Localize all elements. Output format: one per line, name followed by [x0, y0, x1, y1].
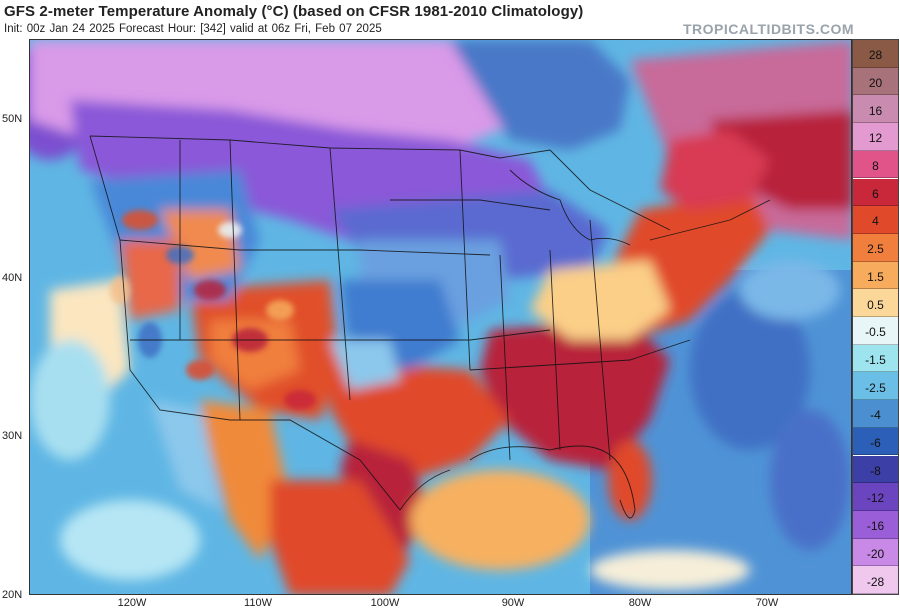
colorbar-swatch	[853, 206, 898, 234]
colorbar-label: 0.5	[867, 297, 884, 312]
colorbar-label: -1.5	[865, 352, 886, 367]
colorbar-swatch	[853, 566, 898, 594]
lon-label-110w: 110W	[244, 597, 272, 609]
map-title: GFS 2-meter Temperature Anomaly (°C) (ba…	[4, 3, 584, 20]
colorbar-swatch	[853, 67, 898, 96]
site-watermark: TROPICALTIDBITS.COM	[682, 21, 854, 37]
lon-label-120w: 120W	[117, 597, 147, 609]
colorbar-swatch	[853, 510, 898, 539]
colorbar-label: 1.5	[867, 269, 884, 284]
colorbar-label: -2.5	[865, 380, 886, 395]
colorbar-swatch	[853, 427, 898, 456]
lon-label-80w: 80W	[628, 597, 652, 609]
colorbar-swatch	[853, 400, 898, 428]
lon-label-100w: 100W	[370, 597, 400, 609]
colorbar-swatch	[853, 344, 898, 373]
colorbar-label: -12	[866, 491, 885, 506]
colorbar-swatch	[853, 538, 898, 567]
colorbar-swatch	[853, 317, 898, 345]
colorbar-label: 2.5	[867, 242, 884, 257]
colorbar-label: -8	[870, 463, 881, 478]
colorbar-label: 12	[868, 131, 883, 146]
colorbar-label: 4	[872, 214, 879, 229]
colorbar-swatch	[853, 261, 898, 290]
lat-label-40n: 40N	[2, 272, 23, 284]
map-subtitle: Init: 00z Jan 24 2025 Forecast Hour: [34…	[4, 23, 382, 35]
lat-label-20n: 20N	[2, 589, 23, 601]
colorbar-label: -4	[870, 408, 881, 423]
anomaly-map-graphic	[30, 40, 851, 594]
colorbar-swatch	[853, 372, 898, 401]
colorbar-label: -0.5	[865, 325, 886, 340]
colorbar-label: -28	[866, 574, 885, 589]
colorbar-legend: 28 20 16 12 8 6 4 2.5 1.5 0.5 -0.5 -1.5 -2.5 -4 -6 -8 -1…	[852, 39, 899, 595]
lat-label-50n: 50N	[2, 113, 23, 125]
colorbar-label: 6	[872, 186, 879, 201]
lon-label-70w: 70W	[755, 597, 779, 609]
lon-label-90w: 90W	[501, 597, 525, 609]
colorbar-swatch	[853, 483, 898, 511]
colorbar-swatch	[853, 289, 898, 317]
colorbar-label: 8	[872, 159, 879, 174]
anomaly-map	[29, 39, 852, 595]
colorbar-label: 20	[868, 75, 883, 90]
colorbar-swatch	[853, 95, 898, 124]
colorbar-swatch	[853, 233, 898, 262]
colorbar-label: -6	[870, 436, 881, 451]
colorbar-label: -16	[866, 519, 885, 534]
colorbar-swatch	[853, 150, 898, 179]
colorbar-swatch	[853, 123, 898, 151]
colorbar-label: 16	[868, 103, 883, 118]
lat-label-30n: 30N	[2, 430, 23, 442]
colorbar-swatch	[853, 455, 898, 484]
colorbar-label: 28	[868, 48, 883, 63]
colorbar-swatch	[853, 40, 898, 68]
colorbar-swatch	[853, 178, 898, 207]
colorbar-label: -20	[866, 546, 885, 561]
